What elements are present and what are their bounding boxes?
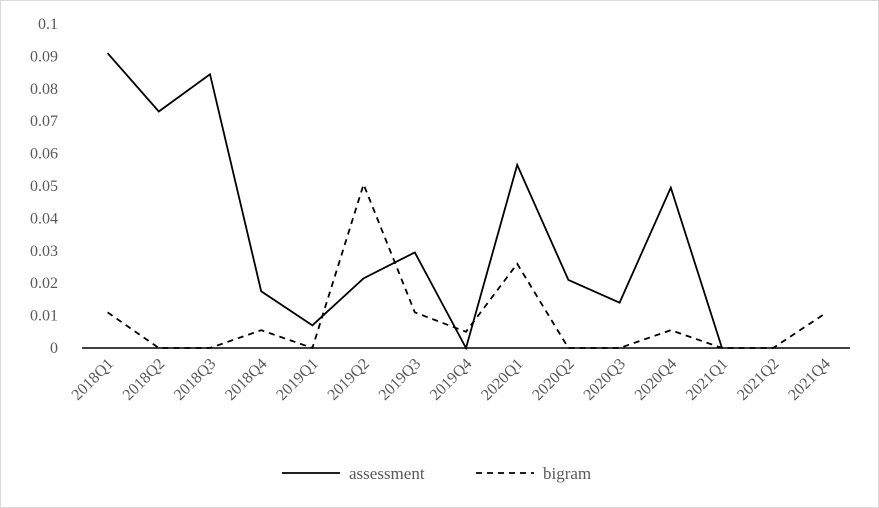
series-layer	[106, 51, 827, 350]
y-tick-label: 0.05	[30, 178, 58, 195]
y-tick-label: 0.06	[30, 146, 58, 163]
y-tick-label: 0.1	[38, 16, 58, 33]
y-tick-label: 0.02	[30, 275, 58, 292]
x-tick-label: 2018Q4	[222, 355, 270, 403]
x-tick-label: 2019Q4	[427, 355, 475, 403]
x-tick-label: 2020Q4	[632, 355, 680, 403]
y-tick-label: 0	[50, 340, 58, 357]
y-tick-label: 0.07	[30, 113, 58, 130]
x-tick-label: 2020Q2	[529, 355, 577, 403]
y-tick-label: 0.09	[30, 48, 58, 65]
data-point-assessment	[822, 192, 826, 196]
series-line-bigram	[107, 181, 825, 350]
x-tick-label: 2021Q4	[785, 355, 833, 403]
y-tick-label: 0.03	[30, 243, 58, 260]
x-axis-tick-labels: 2018Q1 2018Q2 2018Q3 2018Q4 2019Q1 2019Q2 2019…	[69, 355, 834, 403]
x-tick-label: 2021Q1	[683, 355, 731, 403]
data-point-bigram	[362, 182, 366, 186]
y-axis-tick-labels: 0 0.01 0.02 0.03 0.04 0.05 0.06 0.07 0.08 0.09 0.1	[30, 16, 58, 357]
x-tick-label: 2020Q3	[581, 355, 629, 403]
x-tick-label: 2019Q2	[325, 355, 373, 403]
x-tick-label: 2020Q1	[478, 355, 526, 403]
y-tick-label: 0.08	[30, 81, 58, 98]
y-tick-label: 0.04	[30, 210, 58, 227]
x-tick-label: 2018Q2	[120, 355, 168, 403]
data-point-bigram	[822, 312, 826, 316]
x-tick-label: 2021Q2	[734, 355, 782, 403]
legend-label-bigram: bigram	[543, 464, 591, 483]
x-tick-label: 2018Q1	[69, 355, 117, 403]
x-tick-label: 2019Q3	[376, 355, 424, 403]
series-line-assessment	[108, 53, 825, 348]
legend-label-assessment: assessment	[349, 464, 425, 483]
x-tick-label: 2018Q3	[171, 355, 219, 403]
y-tick-label: 0.01	[30, 308, 58, 325]
x-tick-label: 2019Q1	[273, 355, 321, 403]
legend: assessment bigram	[282, 464, 591, 483]
